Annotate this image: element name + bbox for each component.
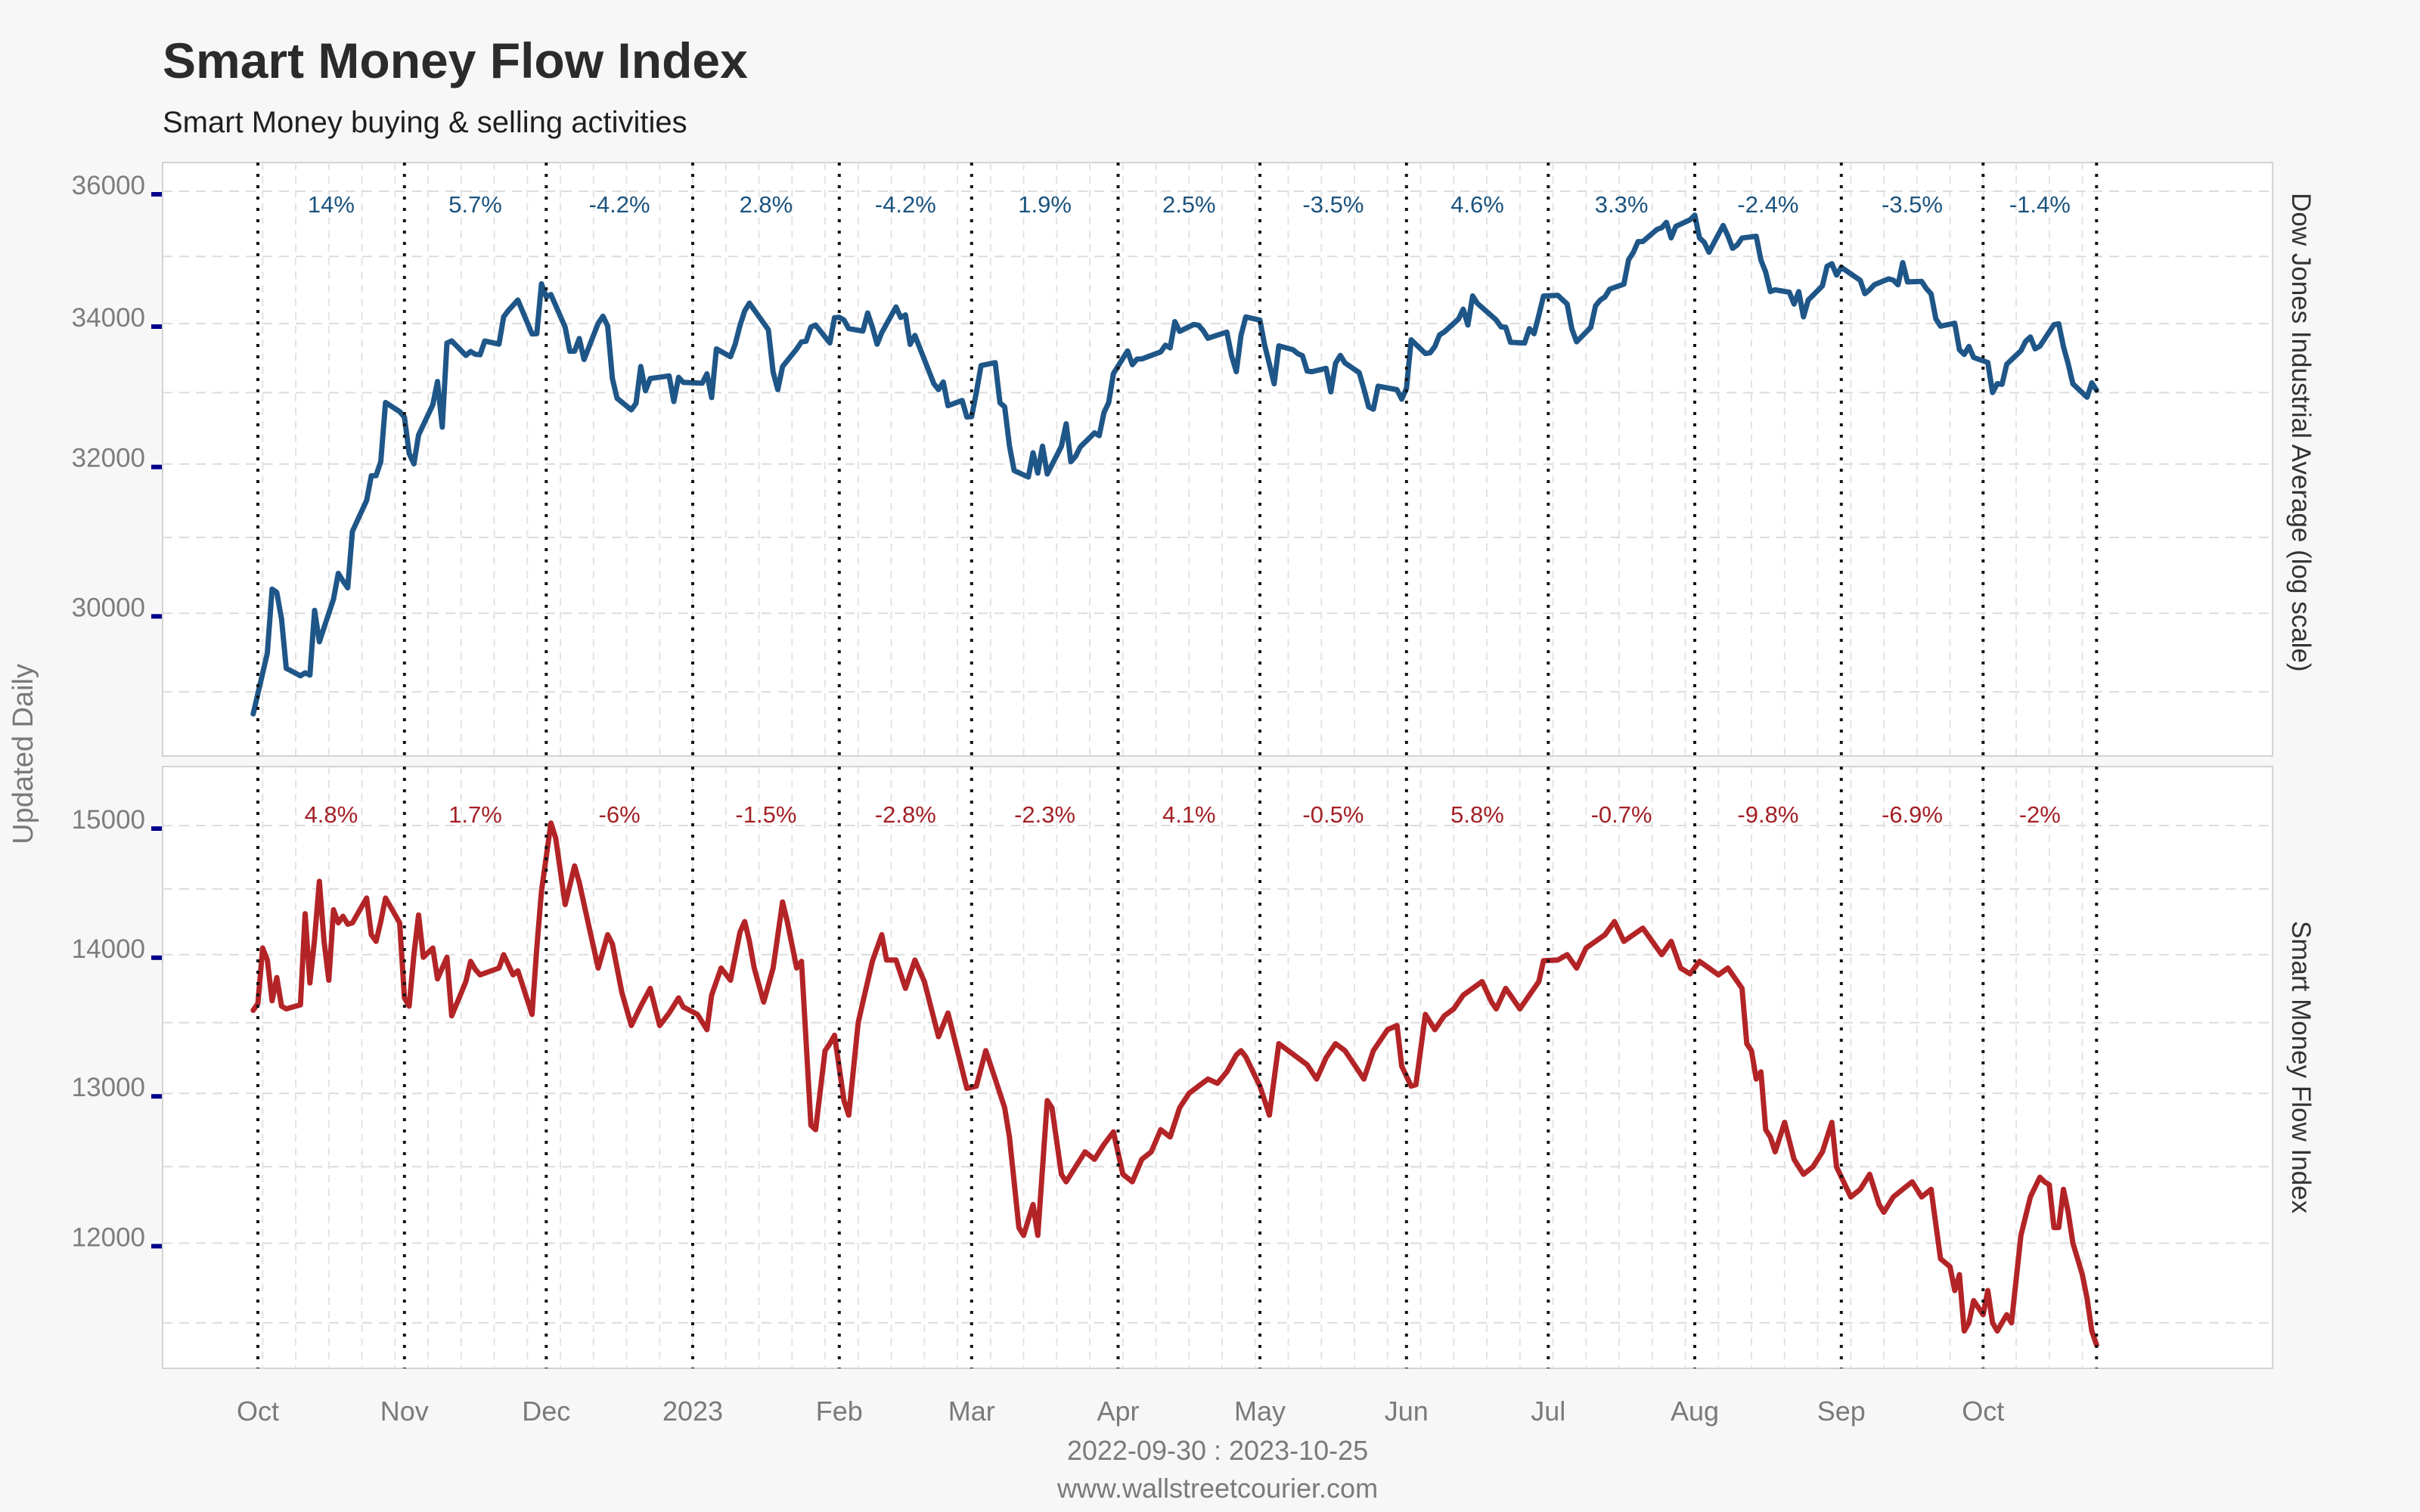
x-tick-label: Nov bbox=[380, 1396, 429, 1427]
smfi-monthly-return-label: 4.1% bbox=[1162, 801, 1216, 828]
djia-monthly-return-label: -3.5% bbox=[1302, 191, 1364, 218]
y-tick-mark bbox=[151, 1094, 162, 1099]
y-axis-title-smfi: Smart Money Flow Index bbox=[2286, 921, 2316, 1214]
page-title: Smart Money Flow Index bbox=[163, 33, 748, 88]
smfi-monthly-return-label: -2% bbox=[2019, 801, 2061, 828]
y-tick-mark bbox=[151, 614, 162, 619]
y-axis-title-djia: Dow Jones Industrial Average (log scale) bbox=[2286, 193, 2316, 672]
smfi-monthly-return-label: 4.8% bbox=[305, 801, 358, 828]
plot-panel-top bbox=[162, 162, 2273, 757]
smfi-monthly-return-label: -9.8% bbox=[1737, 801, 1798, 828]
djia-monthly-return-label: -2.4% bbox=[1737, 191, 1798, 218]
x-tick-label: Sep bbox=[1817, 1396, 1866, 1427]
x-tick-label: Feb bbox=[816, 1396, 863, 1427]
x-tick-label: May bbox=[1234, 1396, 1286, 1427]
y-tick-mark bbox=[151, 464, 162, 469]
smfi-monthly-return-label: -0.5% bbox=[1302, 801, 1364, 828]
smfi-monthly-return-label: 1.7% bbox=[448, 801, 502, 828]
smfi-monthly-return-label: -1.5% bbox=[735, 801, 796, 828]
smfi-monthly-return-label: 5.8% bbox=[1450, 801, 1504, 828]
y-tick-label: 14000 bbox=[72, 934, 145, 964]
y-tick-mark bbox=[151, 324, 162, 329]
y-tick-label: 34000 bbox=[72, 303, 145, 333]
x-tick-label: Oct bbox=[1962, 1396, 2004, 1427]
date-range-label: 2022-09-30 : 2023-10-25 bbox=[1066, 1435, 1369, 1466]
y-tick-mark bbox=[151, 955, 162, 960]
x-tick-label: Dec bbox=[522, 1396, 570, 1427]
djia-series-line bbox=[250, 212, 2099, 717]
x-tick-label: Apr bbox=[1097, 1396, 1139, 1427]
y-tick-label: 13000 bbox=[72, 1073, 145, 1102]
x-tick-label: Oct bbox=[237, 1396, 279, 1427]
djia-monthly-return-label: -4.2% bbox=[875, 191, 936, 218]
djia-monthly-return-label: 4.6% bbox=[1450, 191, 1504, 218]
djia-monthly-return-label: 1.9% bbox=[1018, 191, 1072, 218]
smfi-monthly-return-label: -6% bbox=[599, 801, 641, 828]
smfi-monthly-return-label: -0.7% bbox=[1591, 801, 1652, 828]
djia-monthly-return-label: -4.2% bbox=[589, 191, 650, 218]
smfi-monthly-return-label: -2.3% bbox=[1014, 801, 1075, 828]
smfi-monthly-return-label: -6.9% bbox=[1882, 801, 1943, 828]
x-tick-label: Jun bbox=[1385, 1396, 1429, 1427]
djia-monthly-return-label: -1.4% bbox=[2009, 191, 2071, 218]
djia-monthly-return-label: 2.8% bbox=[740, 191, 793, 218]
y-tick-label: 12000 bbox=[72, 1222, 145, 1252]
djia-monthly-return-label: 3.3% bbox=[1595, 191, 1649, 218]
x-tick-label: Mar bbox=[948, 1396, 995, 1427]
y-tick-mark bbox=[151, 192, 162, 197]
y-tick-label: 30000 bbox=[72, 593, 145, 622]
y-tick-label: 15000 bbox=[72, 805, 145, 835]
smfi-series-line bbox=[250, 820, 2099, 1348]
website-label: www.wallstreetcourier.com bbox=[1056, 1473, 1379, 1504]
page-subtitle: Smart Money buying & selling activities bbox=[163, 106, 687, 139]
x-tick-label: 2023 bbox=[662, 1396, 723, 1427]
y-tick-label: 32000 bbox=[72, 444, 145, 473]
y-tick-mark bbox=[151, 826, 162, 831]
djia-monthly-return-label: 2.5% bbox=[1162, 191, 1216, 218]
smfi-monthly-return-label: -2.8% bbox=[875, 801, 936, 828]
djia-monthly-return-label: 5.7% bbox=[448, 191, 502, 218]
djia-monthly-return-label: 14% bbox=[308, 191, 355, 218]
y-tick-mark bbox=[151, 1244, 162, 1249]
plot-panel-bottom bbox=[162, 766, 2273, 1369]
x-tick-label: Jul bbox=[1531, 1396, 1565, 1427]
y-tick-label: 36000 bbox=[72, 171, 145, 200]
djia-monthly-return-label: -3.5% bbox=[1882, 191, 1943, 218]
x-tick-label: Aug bbox=[1671, 1396, 1719, 1427]
